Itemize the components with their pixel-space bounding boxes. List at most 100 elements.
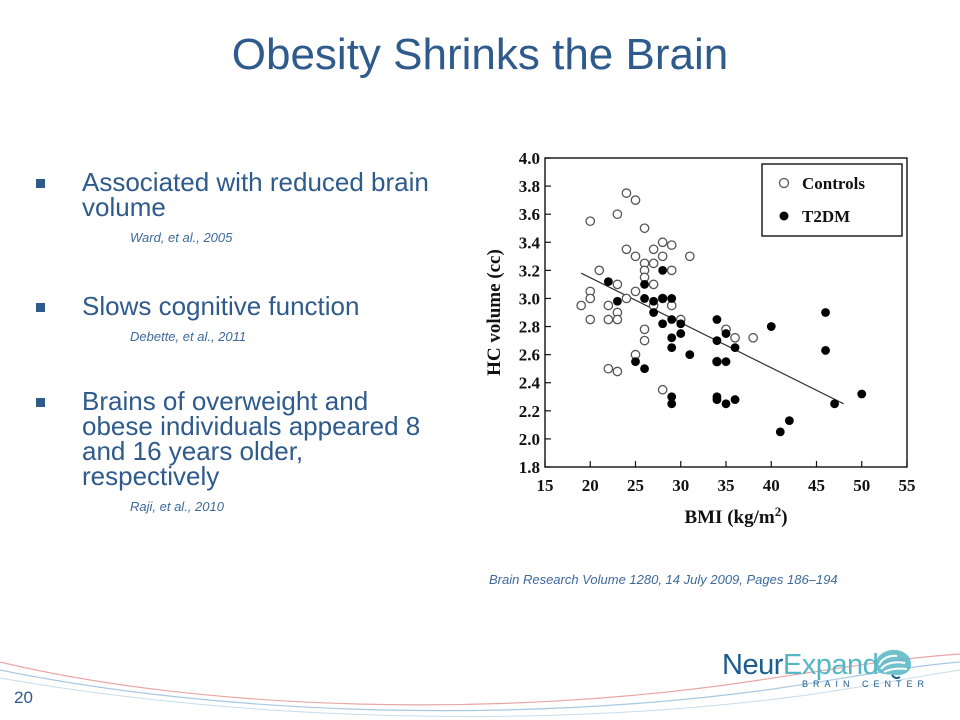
x-axis-label: BMI (kg/m2) (684, 504, 787, 529)
data-point-t2dm (667, 294, 677, 303)
y-tick-label: 2.0 (519, 430, 540, 449)
data-point-controls (648, 258, 659, 269)
data-point-controls (612, 209, 623, 220)
data-point-t2dm (658, 294, 668, 303)
data-point-controls (684, 251, 695, 262)
data-point-controls (621, 293, 632, 304)
page-title: Obesity Shrinks the Brain (231, 30, 729, 79)
bullet-square-icon (36, 398, 45, 407)
data-point-t2dm (658, 319, 668, 329)
y-axis-label: HC volume (cc) (484, 249, 505, 376)
data-point-controls (603, 300, 614, 311)
data-point-t2dm (640, 364, 649, 374)
data-point-controls (657, 384, 668, 395)
data-point-t2dm (830, 399, 839, 409)
data-point-t2dm (712, 395, 722, 404)
data-point-controls (657, 237, 668, 248)
data-point-controls (585, 216, 596, 227)
y-tick-label: 3.2 (519, 261, 540, 280)
data-point-controls (657, 251, 668, 262)
data-point-t2dm (685, 350, 695, 360)
x-tick-label: 15 (537, 476, 554, 495)
data-point-t2dm (631, 357, 640, 367)
data-point-controls (748, 332, 758, 343)
y-tick-label: 2.8 (519, 318, 540, 337)
data-point-t2dm (730, 395, 740, 404)
bullet-item-3: Brains of overweight and obese individua… (34, 388, 444, 514)
data-point-t2dm (676, 319, 686, 329)
x-tick-label: 45 (808, 476, 825, 495)
bullet-square-icon (36, 179, 45, 188)
data-point-t2dm (667, 343, 677, 353)
x-tick-label: 35 (718, 476, 735, 495)
x-tick-label: 55 (899, 476, 916, 495)
data-point-t2dm (712, 336, 722, 345)
y-tick-label: 3.0 (519, 289, 540, 308)
data-point-controls (666, 265, 677, 276)
data-point-controls (639, 335, 650, 346)
data-point-t2dm (640, 294, 649, 303)
data-point-t2dm (640, 280, 649, 289)
logo-wordmark: NeurExpand (722, 649, 879, 682)
data-point-t2dm (775, 427, 785, 437)
scatter-chart: 1.8 2.0 2.2 2.4 2.6 2.8 3.0 3.2 3.4 3.6 3.8 4.0 15 20… (484, 149, 916, 529)
bullet-item-1: Associated with reduced brain volume War… (34, 167, 444, 245)
data-point-controls (639, 223, 650, 234)
data-point-t2dm (712, 315, 722, 324)
legend-label-controls: Controls (802, 174, 865, 193)
y-tick-label: 4.0 (519, 149, 540, 168)
legend-marker-controls (778, 177, 790, 189)
bullet-citation: Debette, et al., 2011 (130, 329, 247, 344)
data-point-t2dm (613, 296, 622, 306)
trend-line (580, 272, 844, 405)
y-tick-label: 1.8 (519, 458, 540, 477)
data-point-t2dm (667, 315, 677, 324)
data-point-controls (603, 363, 614, 374)
data-point-t2dm (766, 322, 776, 331)
legend-box (761, 163, 903, 237)
legend-marker-t2dm (779, 211, 789, 221)
x-tick-label: 40 (763, 476, 780, 495)
bullet-text: Slows cognitive function (82, 291, 360, 321)
bullet-text: Associated with reduced brain volume (82, 167, 429, 222)
y-tick-label: 2.2 (519, 402, 540, 421)
data-point-t2dm (821, 308, 830, 317)
x-tick-label: 30 (672, 476, 689, 495)
data-point-t2dm (649, 308, 658, 317)
data-point-t2dm (784, 416, 794, 426)
y-tick-label: 2.6 (519, 346, 540, 365)
data-point-t2dm (667, 392, 677, 402)
bullet-square-icon (36, 303, 45, 312)
data-point-controls (730, 332, 740, 343)
data-point-t2dm (821, 346, 830, 355)
data-point-controls (576, 300, 587, 311)
data-point-t2dm (857, 389, 867, 399)
brain-icon (875, 649, 912, 680)
logo-expand: Expand (782, 649, 879, 681)
page-number: 20 (14, 688, 33, 707)
data-point-t2dm (667, 399, 677, 409)
data-point-t2dm (721, 357, 731, 367)
legend-label-t2dm: T2DM (802, 207, 850, 226)
data-point-t2dm (649, 296, 658, 306)
neurexpand-logo: NeurExpand BRAIN CENTER (722, 645, 924, 695)
data-point-t2dm (603, 277, 613, 286)
y-tick-label: 3.8 (519, 177, 540, 196)
y-tick-label: 2.4 (519, 374, 541, 393)
data-point-t2dm (721, 329, 731, 338)
bullet-citation: Raji, et al., 2010 (130, 499, 224, 514)
data-point-t2dm (721, 399, 731, 409)
data-point-t2dm (730, 343, 740, 353)
data-point-controls (666, 240, 677, 250)
data-point-controls (612, 279, 623, 290)
data-point-t2dm (712, 357, 722, 367)
bullet-citation: Ward, et al., 2005 (130, 230, 233, 245)
x-tick-label: 20 (582, 476, 599, 495)
data-point-controls (621, 188, 632, 198)
data-point-t2dm (676, 329, 686, 338)
data-point-controls (594, 265, 605, 276)
y-tick-label: 3.4 (519, 233, 541, 252)
data-point-controls (648, 244, 659, 255)
x-tick-label: 25 (627, 476, 644, 495)
y-tick-label: 3.6 (519, 205, 540, 224)
